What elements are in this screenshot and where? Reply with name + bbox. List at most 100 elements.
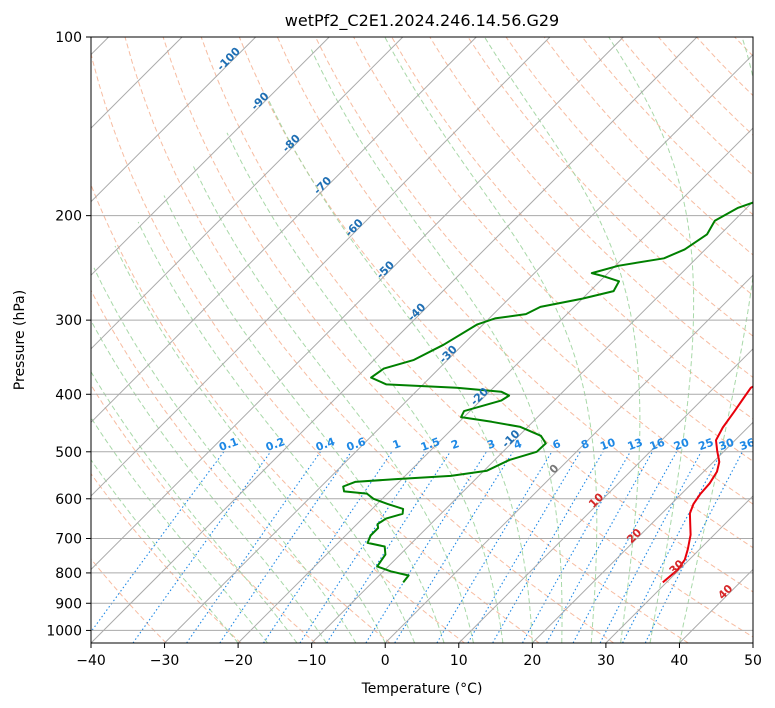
isotherm-line (91, 37, 404, 350)
isotherm-line (91, 37, 698, 643)
moist-adiabat-line (384, 37, 598, 643)
moist-adiabat-line (137, 221, 416, 643)
moist-adiabat-line (114, 245, 386, 643)
x-tick-label: 40 (671, 653, 689, 669)
x-tick-label: −20 (223, 653, 253, 669)
mixing-ratio-line (546, 451, 653, 643)
mixing-ratio-line (132, 451, 272, 643)
moist-adiabat-line (484, 37, 641, 643)
x-tick-label: 30 (597, 653, 615, 669)
dry-adiabats (91, 37, 753, 643)
mixing-ratio-line (436, 451, 553, 643)
x-axis: −40 −30 −20 −10 0 10 20 30 40 50 (76, 643, 762, 669)
y-tick-label: 800 (55, 566, 82, 582)
isotherm-grid (91, 37, 753, 643)
y-tick-label: 600 (55, 492, 82, 508)
isotherm-line (91, 37, 551, 497)
temperature-line (662, 385, 753, 584)
x-tick-label: −40 (76, 653, 106, 669)
y-tick-label: 1000 (46, 623, 82, 639)
moist-adiabat-line (93, 267, 357, 643)
moist-adiabat-line (91, 458, 239, 643)
y-tick-label: 700 (55, 532, 82, 548)
dry-adiabat-line (124, 37, 614, 643)
isotherm-line (384, 274, 753, 643)
y-axis-title: Pressure (hPa) (12, 290, 28, 390)
mixing-ratio-label: 0.6 (345, 435, 368, 454)
x-axis-title: Temperature (°C) (361, 681, 483, 697)
isotherm-line (237, 127, 753, 643)
dry-adiabat-line (238, 37, 753, 593)
dry-adiabat-line (91, 472, 242, 643)
moist-adiabats (91, 37, 753, 643)
plot-area: -100-90-80-70-60-50-40-30-20-10010203040… (91, 37, 757, 643)
x-tick-label: 10 (450, 653, 468, 669)
isotherm-line (91, 37, 330, 276)
mixing-ratio-line (299, 451, 426, 643)
mixing-ratio-label: 36 (738, 436, 757, 454)
mixing-ratio-lines (91, 451, 743, 643)
x-tick-label: 0 (381, 653, 390, 669)
isotherm-line (91, 37, 257, 203)
mixing-ratio-line (186, 451, 321, 643)
dry-adiabat-line (276, 37, 753, 549)
y-tick-label: 300 (55, 313, 82, 329)
isotherm-line (531, 421, 753, 643)
y-axis: 100 200 300 400 500 600 700 800 900 1000 (46, 30, 91, 639)
mixing-ratio-line (219, 451, 352, 643)
mixing-ratio-label: 20 (672, 436, 691, 454)
mixing-ratio-line (522, 451, 631, 643)
dry-adiabat-line (91, 384, 316, 643)
dry-adiabat-line (429, 37, 753, 378)
moist-adiabat-line (265, 94, 533, 643)
moist-adiabat-line (678, 37, 753, 643)
mixing-ratio-line (365, 451, 487, 643)
mixing-ratio-label: 16 (648, 436, 667, 454)
mixing-ratio-label: 2 (449, 437, 461, 452)
y-tick-label: 500 (55, 445, 82, 461)
mixing-ratio-line (263, 451, 393, 643)
dry-adiabat-line (162, 37, 689, 643)
moist-adiabat-line (91, 416, 268, 643)
isotherm-line (605, 495, 753, 643)
isobar-grid (91, 37, 753, 631)
dry-adiabat-line (200, 37, 753, 638)
moist-adiabat-line (163, 195, 445, 643)
mixing-ratio-label: 10 (598, 436, 617, 454)
mixing-ratio-label: 0.4 (314, 435, 337, 454)
mixing-ratio-label: 3 (485, 437, 497, 452)
dry-adiabat-line (505, 37, 753, 296)
y-tick-label: 100 (55, 30, 82, 46)
isotherm-line (311, 200, 753, 643)
mixing-ratio-line (91, 451, 225, 633)
isotherm-line (458, 348, 753, 643)
mixing-ratio-label: 25 (697, 436, 716, 453)
dry-adiabat-line (91, 51, 540, 643)
dry-adiabat-line (391, 37, 753, 420)
dry-adiabat-line (91, 558, 167, 643)
mixing-ratio-line (572, 451, 678, 643)
y-tick-label: 200 (55, 209, 82, 225)
dry-adiabat-line (91, 289, 391, 643)
x-tick-label: −10 (297, 653, 327, 669)
mixing-ratio-label: 1 (391, 437, 403, 452)
mixing-ratio-label: 0.1 (217, 435, 240, 454)
isotherm-line (91, 37, 477, 424)
mixing-ratio-label: 30 (717, 436, 736, 454)
dry-adiabat-line (353, 37, 753, 462)
x-tick-label: 50 (744, 653, 762, 669)
dewpoint-line (342, 201, 753, 584)
moist-adiabat-line (192, 165, 474, 643)
y-tick-label: 900 (55, 596, 82, 612)
moist-adiabat-line (608, 37, 695, 643)
moist-adiabat-line (310, 49, 563, 643)
x-tick-label: 20 (523, 653, 541, 669)
isotherm-line (91, 37, 624, 571)
x-tick-label: −30 (150, 653, 180, 669)
dry-adiabat-line (315, 37, 753, 505)
chart-title: wetPf2_C2E1.2024.246.14.56.G29 (285, 11, 559, 31)
mixing-ratio-line (326, 451, 451, 643)
dry-adiabat-line (91, 183, 465, 643)
